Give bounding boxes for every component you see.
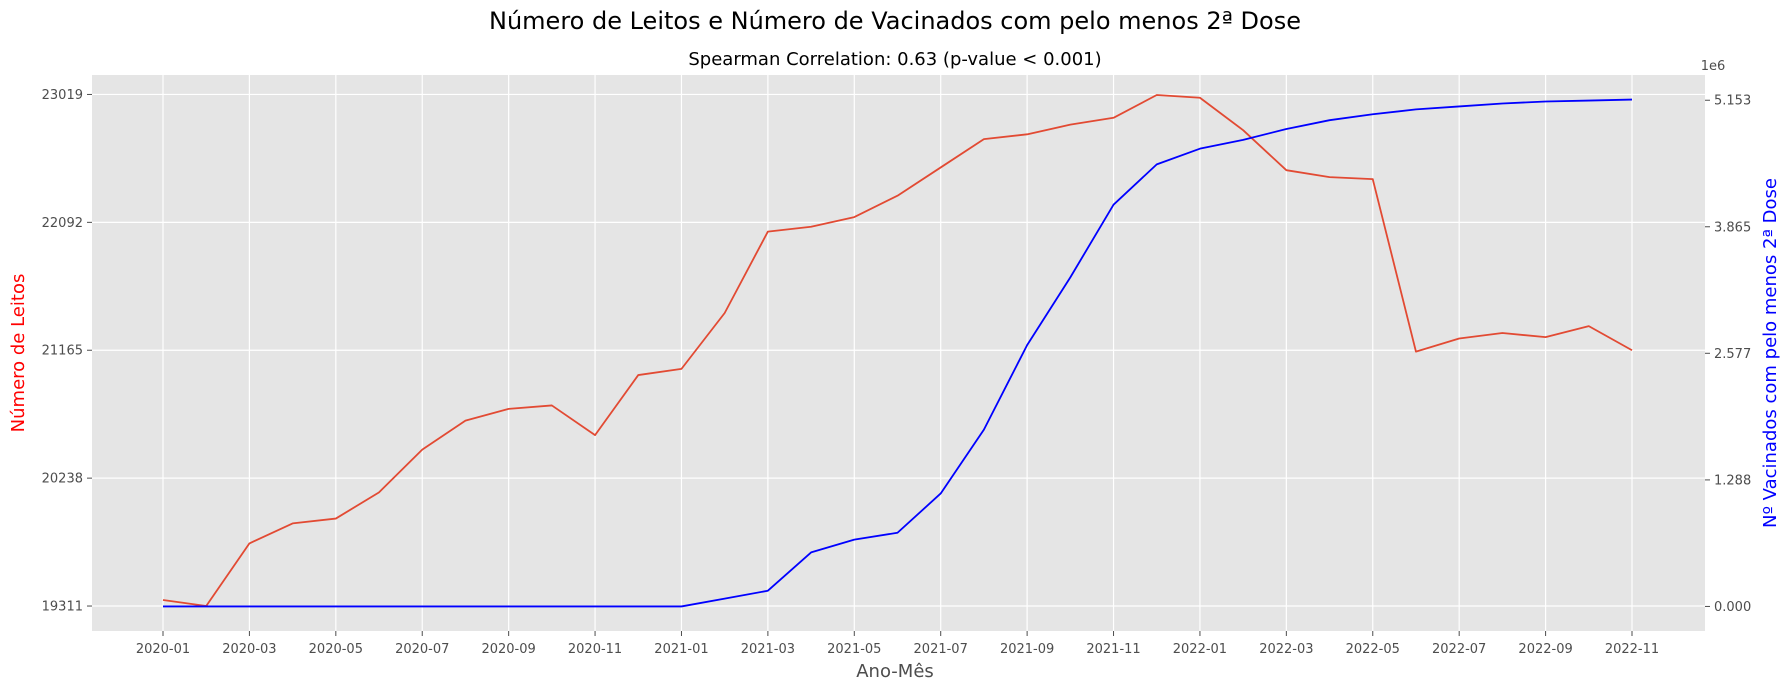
right-tick-label: 3.865 (1714, 220, 1751, 235)
x-tick-label: 2020-01 (136, 642, 190, 657)
left-tick-labels: 19311 20238 21165 22092 23019 (42, 88, 92, 615)
right-tick-label: 1.288 (1714, 473, 1751, 488)
x-tick-labels: 2020-01 2020-03 2020-05 2020-07 2020-09 2020-… (136, 631, 1659, 657)
x-tick-label: 2022-05 (1346, 642, 1400, 657)
left-tick-label: 19311 (42, 600, 83, 615)
x-tick-label: 2021-05 (827, 642, 881, 657)
chart-subtitle: Spearman Correlation: 0.63 (p-value < 0.… (688, 49, 1101, 70)
x-tick-label: 2022-11 (1605, 642, 1659, 657)
left-tick-label: 20238 (42, 472, 83, 487)
left-tick-label: 23019 (42, 88, 83, 103)
x-tick-label: 2021-07 (914, 642, 968, 657)
x-tick-label: 2021-01 (654, 642, 708, 657)
x-tick-label: 2021-11 (1086, 642, 1140, 657)
x-axis-label: Ano-Mês (856, 661, 934, 682)
right-tick-labels: 0.000 1.288 2.577 3.865 5.153 (1705, 94, 1751, 615)
x-tick-label: 2020-05 (309, 642, 363, 657)
series-lines (162, 94, 1633, 608)
left-axis-label: Número de Leitos (8, 274, 29, 433)
x-tick-label: 2021-09 (1000, 642, 1054, 657)
x-tick-label: 2022-07 (1432, 642, 1486, 657)
vacinados-line (163, 98, 1633, 608)
x-tick-label: 2021-03 (741, 642, 795, 657)
leitos-line (162, 94, 1633, 607)
x-tick-label: 2020-03 (222, 642, 276, 657)
x-tick-label: 2020-09 (481, 642, 535, 657)
x-tick-label: 2022-01 (1173, 642, 1227, 657)
right-tick-label: 0.000 (1714, 600, 1751, 615)
right-axis-multiplier: 1e6 (1701, 59, 1726, 74)
x-tick-label: 2020-11 (568, 642, 622, 657)
x-tick-label: 2020-07 (395, 642, 449, 657)
chart-title: Número de Leitos e Número de Vacinados c… (489, 7, 1301, 35)
plot-area (92, 75, 1705, 631)
left-tick-label: 21165 (42, 344, 83, 359)
x-tick-label: 2022-03 (1259, 642, 1313, 657)
right-tick-label: 5.153 (1714, 94, 1751, 109)
left-tick-label: 22092 (42, 216, 83, 231)
right-tick-label: 2.577 (1714, 347, 1751, 362)
x-tick-label: 2022-09 (1518, 642, 1572, 657)
right-axis-label: Nº Vacinados com pelo menos 2ª Dose (1760, 178, 1781, 528)
